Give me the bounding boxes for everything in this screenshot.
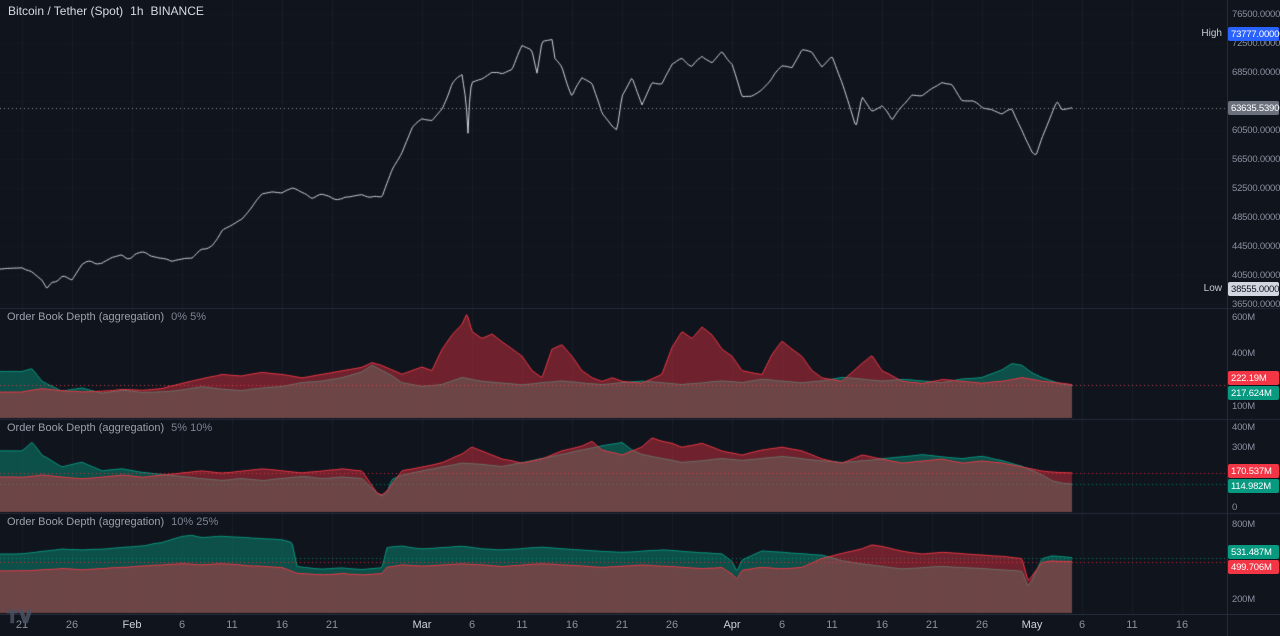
- depth-pane-3-title[interactable]: Order Book Depth (aggregation) 10% 25%: [7, 516, 218, 528]
- depth-bids-badge: 217.624M: [1228, 386, 1279, 400]
- pane-title-text: Order Book Depth (aggregation): [7, 422, 165, 434]
- interval-label[interactable]: 1h: [130, 4, 144, 18]
- high-price-badge: 73777.00000: [1228, 27, 1280, 41]
- depth-asks-badge: 499.706M: [1228, 560, 1279, 574]
- high-label: High: [1201, 28, 1222, 39]
- high-price-value: 73777.00000: [1231, 29, 1280, 40]
- low-price-value: 38555.00000: [1231, 284, 1280, 295]
- pane-title-params: 10% 25%: [171, 516, 219, 528]
- pane-title-text: Order Book Depth (aggregation): [7, 516, 165, 528]
- depth-pane-1-title[interactable]: Order Book Depth (aggregation) 0% 5%: [7, 311, 206, 323]
- last-price-value: 63635.53906: [1231, 103, 1280, 114]
- low-price-badge: 38555.00000: [1228, 282, 1280, 296]
- tradingview-logo[interactable]: [7, 609, 34, 624]
- exchange-label[interactable]: BINANCE: [150, 4, 204, 18]
- depth-asks-badge: 170.537M: [1228, 464, 1279, 478]
- pane-title-params: 0% 5%: [171, 311, 207, 323]
- depth-bids-badge: 531.487M: [1228, 545, 1279, 559]
- time-axis[interactable]: [0, 614, 1280, 636]
- low-label: Low: [1203, 283, 1222, 294]
- symbol-legend[interactable]: Bitcoin / Tether (Spot) 1h BINANCE: [8, 4, 211, 18]
- price-axis[interactable]: [1227, 0, 1280, 636]
- last-price-badge: 63635.53906: [1228, 101, 1280, 115]
- depth-bids-badge: 114.982M: [1228, 479, 1279, 493]
- depth-pane-2-title[interactable]: Order Book Depth (aggregation) 5% 10%: [7, 422, 212, 434]
- pane-title-params: 5% 10%: [171, 422, 213, 434]
- symbol-name[interactable]: Bitcoin / Tether (Spot): [8, 4, 124, 18]
- depth-asks-badge: 222.19M: [1228, 371, 1279, 385]
- pane-title-text: Order Book Depth (aggregation): [7, 311, 165, 323]
